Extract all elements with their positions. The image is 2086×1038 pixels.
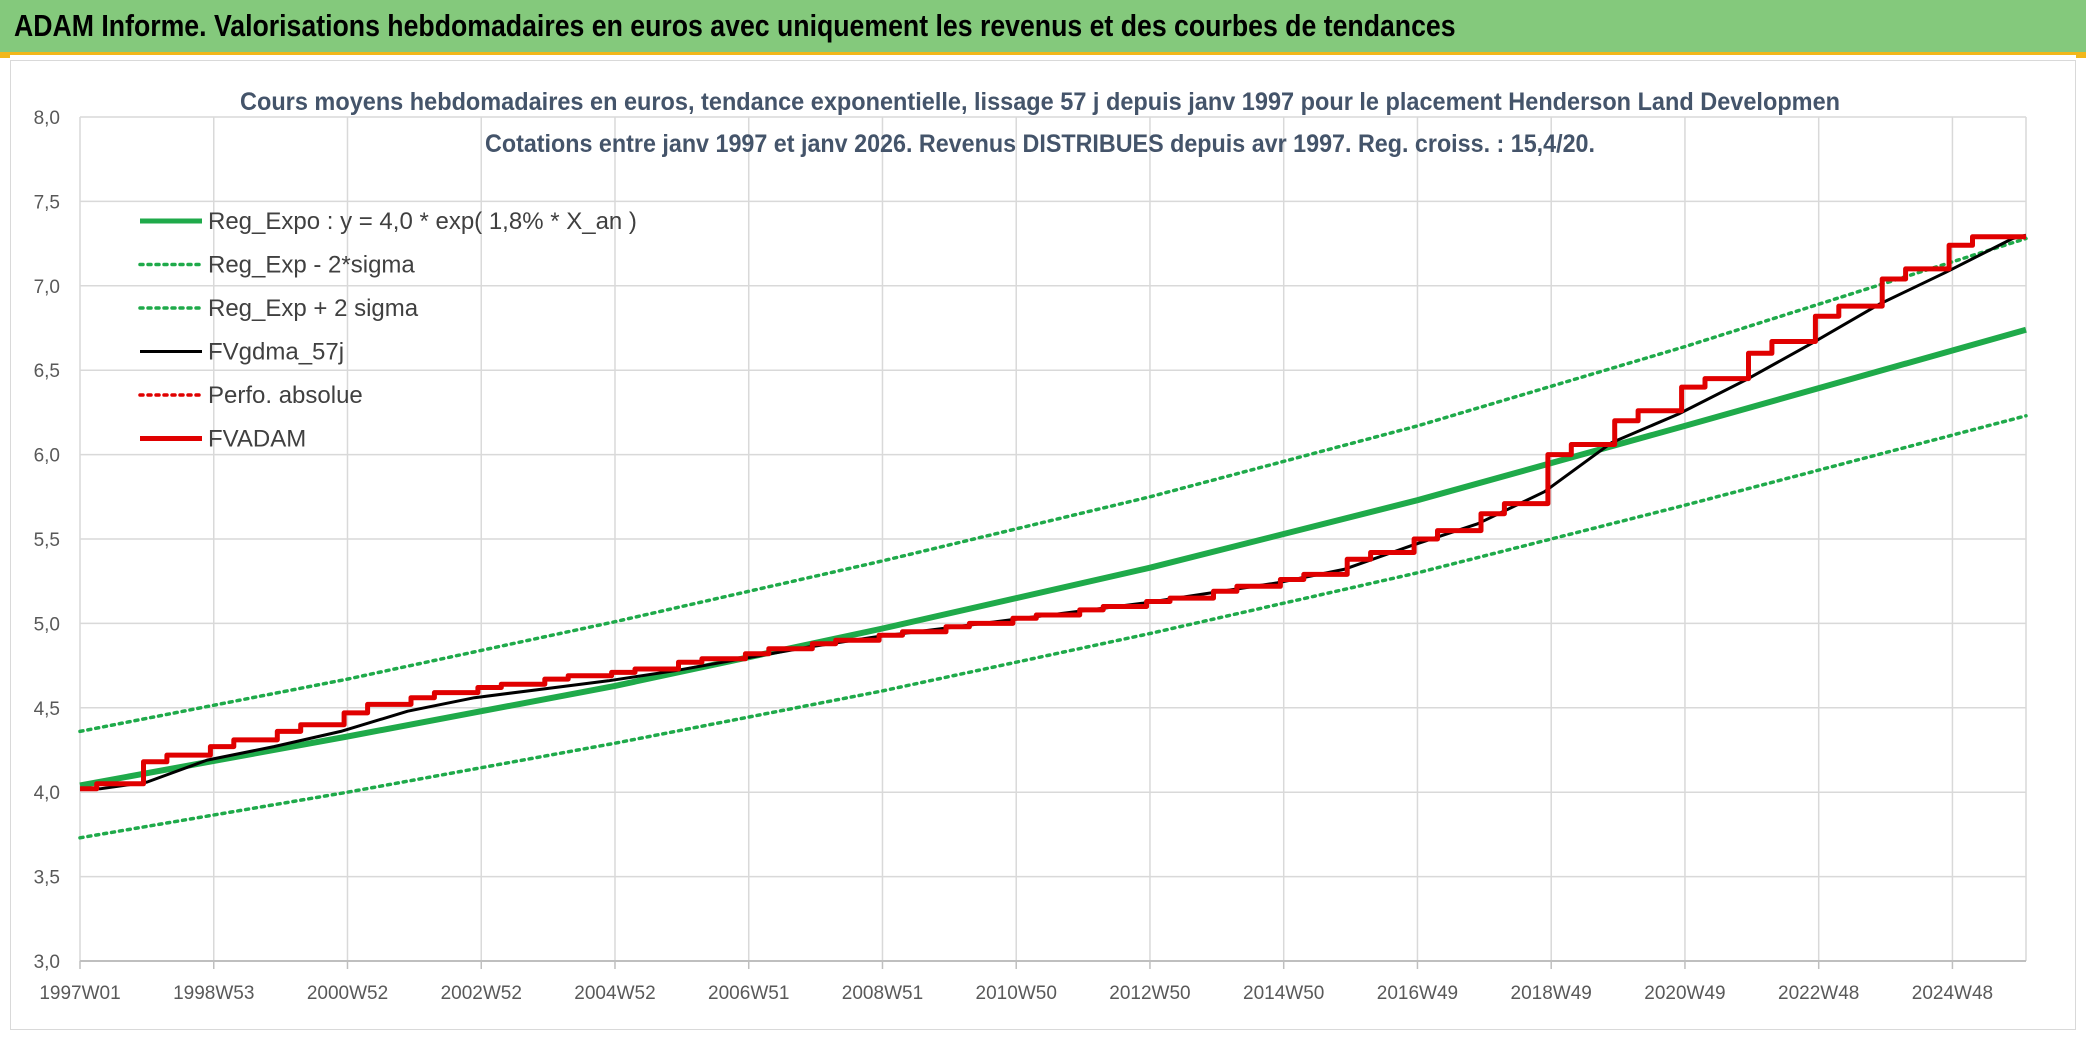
- chart-title: Cours moyens hebdomadaires en euros, ten…: [240, 88, 1840, 158]
- legend-label: Perfo. absolue: [208, 382, 363, 409]
- y-tick-label: 3,5: [34, 868, 60, 889]
- corner-accent-right: [2076, 52, 2086, 58]
- y-tick-label: 5,0: [34, 614, 60, 635]
- chart-title-line-1: Cours moyens hebdomadaires en euros, ten…: [240, 88, 1840, 116]
- x-tick-label: 2020W49: [1644, 983, 1725, 1004]
- x-tick-label: 2024W48: [1912, 983, 1993, 1004]
- series-line-reg-expo-y-4-0-exp-1-8-x-an: [79, 326, 2027, 789]
- x-tick-label: 2010W50: [976, 983, 1057, 1004]
- y-tick-label: 6,0: [34, 446, 60, 467]
- chart-frame: [10, 60, 2076, 1030]
- y-tick-label: 8,0: [34, 108, 60, 129]
- series-line-reg-exp-2-sigma: [78, 414, 2028, 840]
- y-tick-label: 5,5: [34, 530, 60, 551]
- legend-label: Reg_Exp + 2 sigma: [208, 295, 419, 322]
- header-banner: ADAM Informe. Valorisations hebdomadaire…: [0, 0, 2086, 55]
- x-tick-label: 2016W49: [1377, 983, 1458, 1004]
- series-lines: [78, 233, 2028, 840]
- y-tick-label: 7,0: [34, 277, 60, 298]
- legend-label: FVADAM: [208, 426, 306, 453]
- grid: [79, 116, 2027, 962]
- legend-label: Reg_Expo : y = 4,0 * exp( 1,8% * X_an ): [208, 208, 637, 235]
- x-tick-label: 2008W51: [842, 983, 923, 1004]
- y-tick-label: 7,5: [34, 192, 60, 213]
- page-title: ADAM Informe. Valorisations hebdomadaire…: [14, 8, 1456, 43]
- x-tick-label: 1998W53: [173, 983, 254, 1004]
- x-tick-label: 2014W50: [1243, 983, 1324, 1004]
- x-tick-label: 1997W01: [39, 983, 120, 1004]
- legend: Reg_Expo : y = 4,0 * exp( 1,8% * X_an ) R…: [138, 208, 637, 453]
- series-line-reg-exp-2-sigma: [78, 236, 2028, 734]
- y-tick-label: 4,5: [34, 699, 60, 720]
- y-tick-label: 4,0: [34, 783, 60, 804]
- x-tick-label: 2022W48: [1778, 983, 1859, 1004]
- x-tick-label: 2018W49: [1511, 983, 1592, 1004]
- y-tick-label: 3,0: [34, 952, 60, 973]
- series-line-fvadam: [80, 234, 2026, 792]
- x-tick-label: 2006W51: [708, 983, 789, 1004]
- chart-title-line-2: Cotations entre janv 1997 et janv 2026. …: [485, 130, 1595, 158]
- x-tick-label: 2004W52: [574, 983, 655, 1004]
- x-tick-label: 2002W52: [441, 983, 522, 1004]
- x-tick-label: 2012W50: [1109, 983, 1190, 1004]
- legend-label: Reg_Exp - 2*sigma: [208, 252, 415, 279]
- y-tick-label: 6,5: [34, 361, 60, 382]
- corner-accent-left: [0, 52, 10, 58]
- axes: 3,0 3,5 4,0 4,5 5,0 5,5 6,0 6,5 7,0 7,5 8,0 1997W01…: [34, 108, 2026, 1004]
- x-tick-label: 2000W52: [307, 983, 388, 1004]
- legend-label: FVgdma_57j: [208, 339, 344, 366]
